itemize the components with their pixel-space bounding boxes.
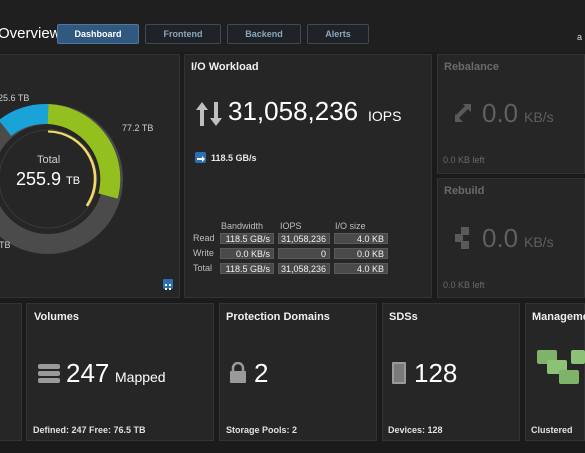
donut-blue-segment [0, 103, 49, 137]
rebalance-left: 0.0 KB left [443, 155, 485, 165]
expand-icon[interactable] [163, 279, 173, 290]
rebuild-unit: KB/s [524, 234, 554, 250]
volumes-stack-icon [38, 364, 60, 383]
tab-frontend[interactable]: Frontend [145, 24, 221, 44]
partial-left-panel [0, 303, 22, 441]
rebuild-blocks-icon [455, 227, 469, 249]
management-title: Managemen [532, 311, 585, 323]
io-col-size: I/O size [335, 221, 366, 231]
io-total-size: 4.0 KB [334, 263, 388, 274]
capacity-panel [0, 54, 180, 298]
io-workload-title: I/O Workload [191, 61, 259, 73]
protection-domains-value: 2 [254, 358, 269, 388]
capacity-total-value: 255.9 [16, 169, 62, 189]
protection-domains-footer: Storage Pools: 2 [226, 425, 298, 435]
capacity-total-unit: TB [66, 175, 81, 187]
volumes-unit: Mapped [115, 369, 166, 385]
io-total-iops: 31,058,236 [278, 263, 330, 274]
capacity-blue-label: 25.6 TB [0, 93, 30, 103]
cluster-servers-icon [537, 350, 585, 384]
io-row-read-label: Read [193, 233, 215, 243]
tab-backend[interactable]: Backend [227, 24, 301, 44]
io-arrows-icon [196, 102, 222, 126]
tab-alerts[interactable]: Alerts [307, 24, 369, 44]
sdss-title: SDSs [389, 311, 418, 323]
iops-unit: IOPS [368, 108, 402, 124]
tab-dashboard[interactable]: Dashboard [57, 24, 139, 44]
volumes-footer: Defined: 247 Free: 76.5 TB [33, 425, 146, 435]
user-menu[interactable]: a [577, 32, 583, 42]
io-write-iops: 0 [278, 248, 330, 259]
capacity-green-label: 77.2 TB [122, 123, 154, 133]
rebalance-unit: KB/s [524, 109, 554, 125]
rebalance-value: 0.0 [482, 98, 519, 128]
volumes-value: 247 [66, 358, 110, 388]
io-write-bandwidth: 0.0 KB/s [220, 248, 274, 259]
capacity-gray-label: TB [0, 240, 11, 250]
lock-icon [230, 362, 246, 383]
io-read-iops: 31,058,236 [278, 233, 330, 244]
rebalance-arrows-icon [455, 104, 471, 122]
rebuild-title: Rebuild [444, 185, 485, 197]
io-read-bandwidth: 118.5 GB/s [220, 233, 274, 244]
sdss-value: 128 [414, 358, 458, 388]
io-col-iops: IOPS [280, 221, 302, 231]
rebuild-left: 0.0 KB left [443, 280, 485, 290]
protection-domains-title: Protection Domains [226, 311, 330, 323]
bandwidth-icon [195, 152, 206, 163]
top-bar: Overview Dashboard Frontend Backend Aler… [0, 0, 585, 52]
io-row-total-label: Total [193, 263, 213, 273]
io-workload-panel: I/O Workload [184, 54, 432, 298]
io-read-size: 4.0 KB [334, 233, 388, 244]
donut-inner-arc [47, 129, 97, 207]
management-footer: Clustered [531, 425, 573, 435]
sdss-footer: Devices: 128 [388, 425, 443, 435]
server-icon [392, 362, 406, 384]
io-col-bandwidth: Bandwidth [221, 221, 264, 231]
volumes-title: Volumes [34, 311, 80, 323]
bandwidth-value: 118.5 GB/s [211, 153, 257, 163]
io-row-write-label: Write [193, 248, 214, 258]
io-write-size: 0.0 KB [334, 248, 388, 259]
io-total-bandwidth: 118.5 GB/s [220, 263, 274, 274]
capacity-donut [0, 103, 123, 254]
capacity-total-label: Total [37, 154, 61, 166]
rebalance-title: Rebalance [444, 61, 500, 73]
donut-green-segment [47, 104, 121, 199]
page-title: Overview [0, 25, 61, 42]
iops-value: 31,058,236 [228, 96, 359, 126]
rebuild-value: 0.0 [482, 223, 519, 253]
